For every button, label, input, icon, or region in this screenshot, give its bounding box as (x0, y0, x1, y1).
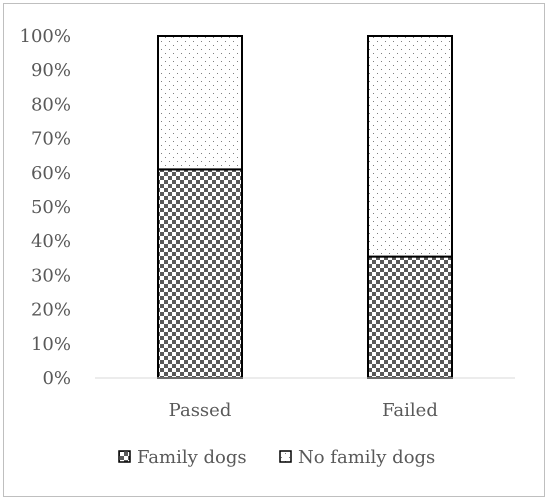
y-tick-label: 60% (31, 163, 71, 184)
y-tick-label: 70% (31, 129, 71, 150)
y-axis-tick-labels: 0% 10% 20% 30% 40% 50% 60% 70% 80% 90% 100% (20, 26, 71, 389)
legend-swatch (279, 450, 292, 463)
y-tick-label: 20% (31, 300, 71, 321)
legend-label: No family dogs (298, 447, 435, 468)
bar-segment-no-family-dogs-failed (367, 35, 453, 258)
x-category-label: Failed (382, 400, 438, 421)
bar-segment-family-dogs-failed (367, 255, 453, 379)
bar-segment-no-family-dogs-passed (157, 35, 243, 171)
legend: Family dogs No family dogs (118, 447, 435, 468)
y-tick-label: 0% (42, 368, 71, 389)
y-tick-label: 90% (31, 60, 71, 81)
legend-label: Family dogs (137, 447, 247, 468)
y-tick-label: 80% (31, 94, 71, 115)
bar-segment-family-dogs-passed (157, 168, 243, 379)
y-tick-label: 50% (31, 197, 71, 218)
legend-swatch (118, 450, 131, 463)
y-tick-label: 100% (20, 26, 71, 47)
x-category-label: Passed (169, 400, 232, 421)
bars (157, 35, 453, 379)
chart-frame (3, 3, 545, 497)
x-axis-category-labels: Passed Failed (169, 400, 438, 421)
y-tick-label: 10% (31, 334, 71, 355)
y-tick-label: 30% (31, 265, 71, 286)
y-tick-label: 40% (31, 231, 71, 252)
